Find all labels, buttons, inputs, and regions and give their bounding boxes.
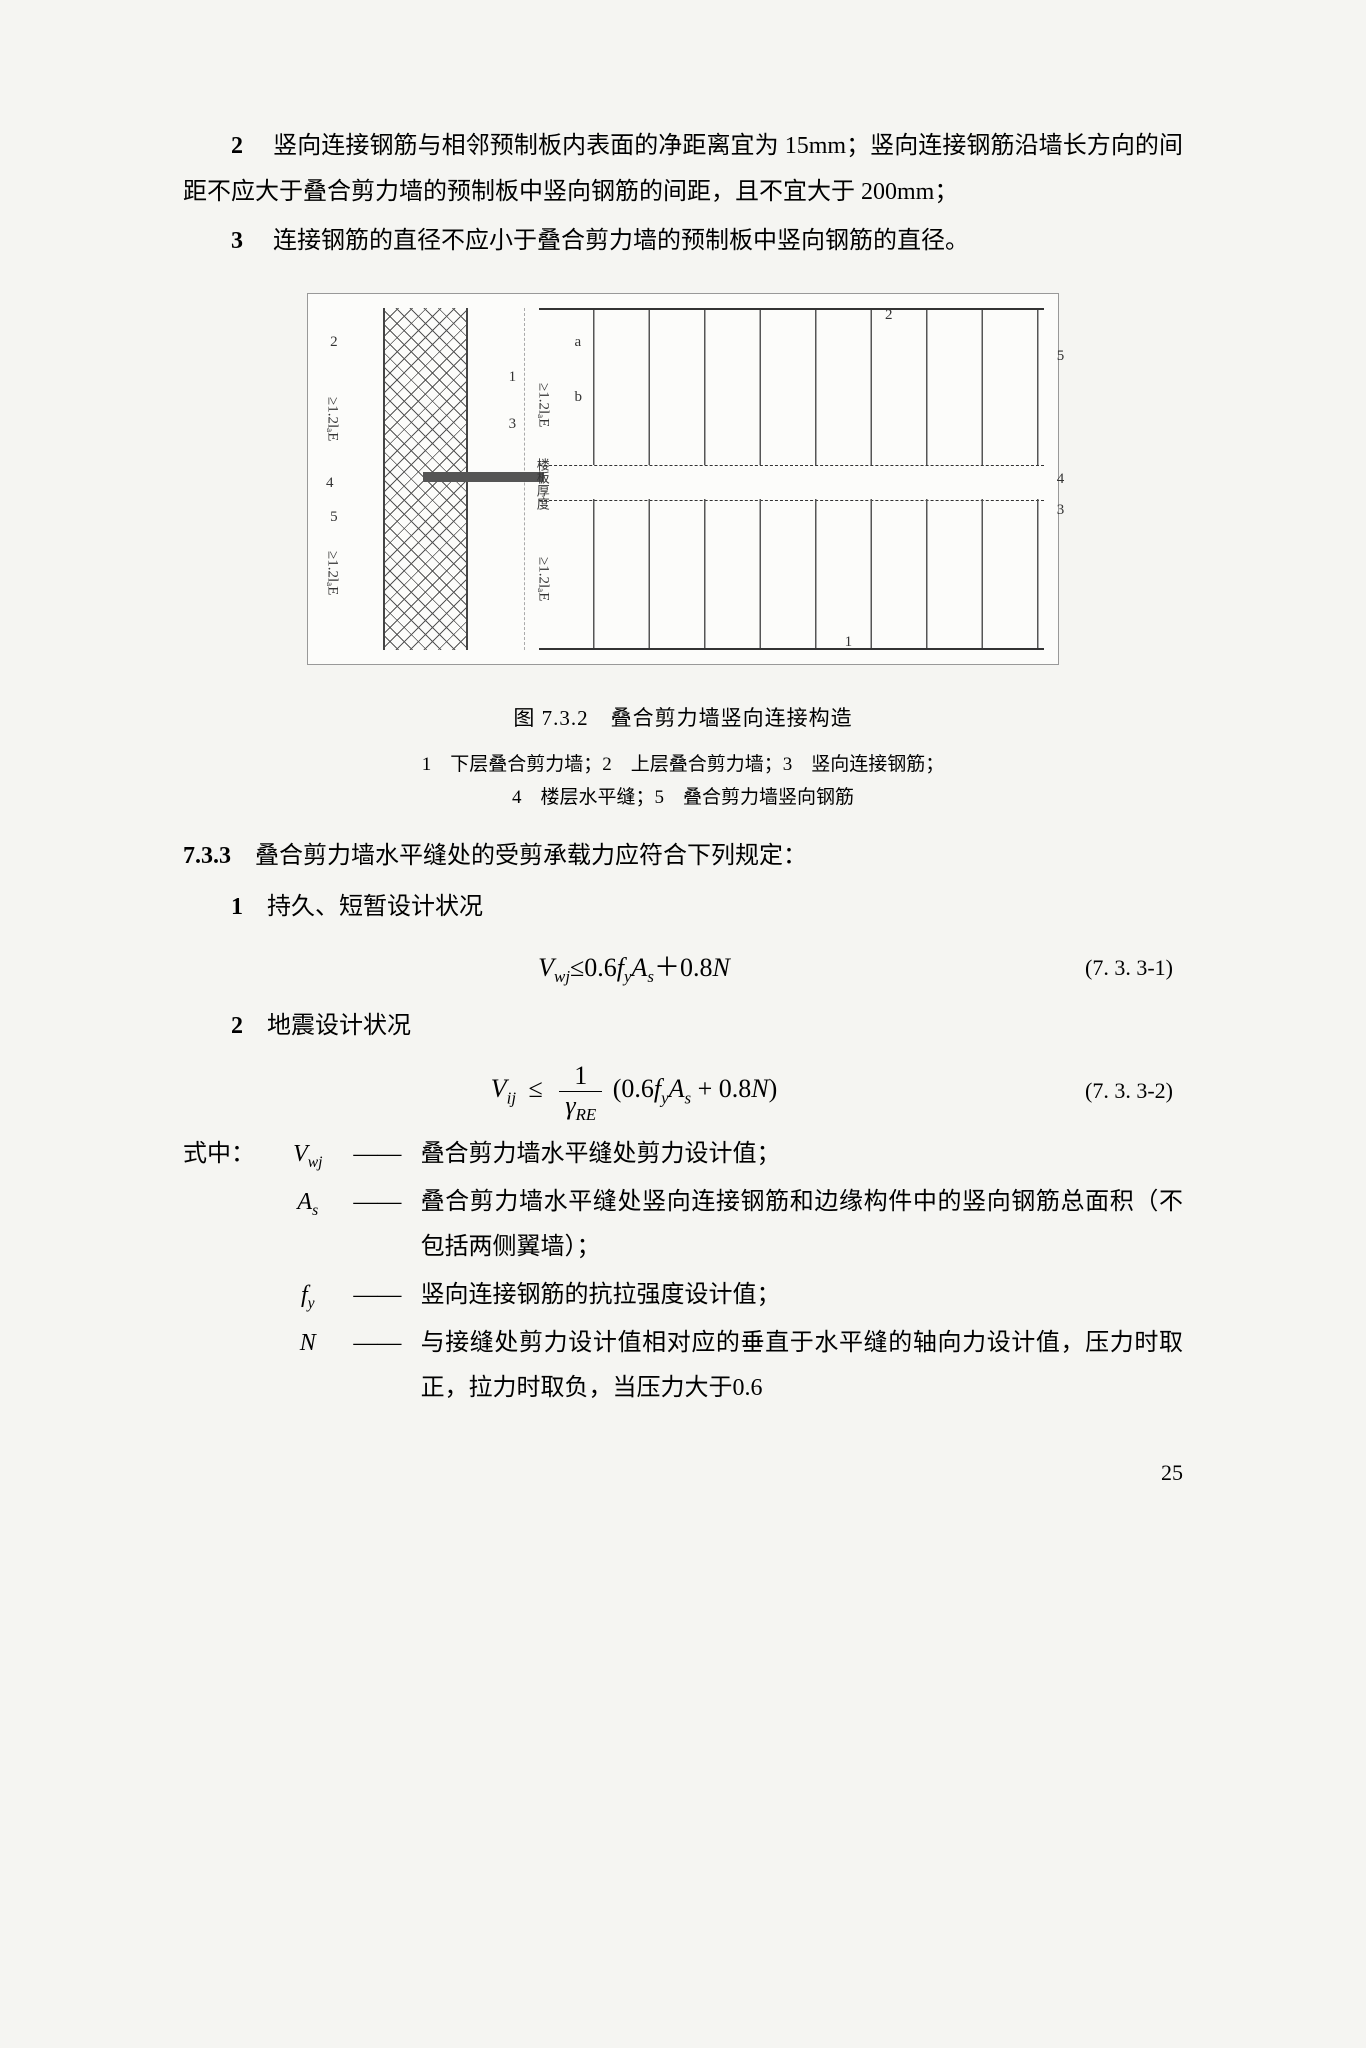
definition-row: As —— 叠合剪力墙水平缝处竖向连接钢筋和边缘构件中的竖向钢筋总面积（不包括两… [183,1180,1183,1271]
subitem-2: 2 地震设计状况 [183,1004,1183,1050]
equation-tag-1: (7. 3. 3-1) [1085,947,1173,989]
equation-tag-2: (7. 3. 3-2) [1085,1070,1173,1112]
figure-7-3-2: 2 1 3 4 5 ≥1.2lₐE ≥1.2lₐE 2 5 4 3 1 a b … [183,293,1183,814]
definition-list: 式中： Vwj —— 叠合剪力墙水平缝处剪力设计值； As —— 叠合剪力墙水平… [183,1132,1183,1412]
item-2-text: 竖向连接钢筋与相邻预制板内表面的净距离宜为 15mm；竖向连接钢筋沿墙长方向的间… [183,133,1183,205]
figure-diagram: 2 1 3 4 5 ≥1.2lₐE ≥1.2lₐE 2 5 4 3 1 a b … [307,293,1059,665]
page-number: 25 [183,1452,1183,1494]
item-2-paragraph: 2 竖向连接钢筋与相邻预制板内表面的净距离宜为 15mm；竖向连接钢筋沿墙长方向… [183,124,1183,215]
item-3-number: 3 [231,228,243,254]
section-7-3-3: 7.3.3 叠合剪力墙水平缝处的受剪承载力应符合下列规定： [183,834,1183,880]
item-3-paragraph: 3 连接钢筋的直径不应小于叠合剪力墙的预制板中竖向钢筋的直径。 [183,219,1183,265]
item-2-number: 2 [231,133,243,159]
definition-row: fy —— 竖向连接钢筋的抗拉强度设计值； [183,1273,1183,1319]
definition-row: N —— 与接缝处剪力设计值相对应的垂直于水平缝的轴向力设计值，压力时取正，拉力… [183,1321,1183,1412]
figure-caption: 图 7.3.2 叠合剪力墙竖向连接构造 [183,699,1183,739]
equation-7-3-3-1: Vwj≤0.6fyAs＋0.8N (7. 3. 3-1) [183,943,1183,992]
equation-7-3-3-2: Vij ≤ 1 γRE (0.6fyAs + 0.8N) (7. 3. 3-2) [183,1062,1183,1120]
definition-row: 式中： Vwj —— 叠合剪力墙水平缝处剪力设计值； [183,1132,1183,1178]
figure-elevation-view: 2 5 4 3 1 a b ≥1.2lₐE 楼板厚度 ≥1.2lₐE [539,308,1044,650]
item-3-text: 连接钢筋的直径不应小于叠合剪力墙的预制板中竖向钢筋的直径。 [273,228,969,254]
subitem-1: 1 持久、短暂设计状况 [183,885,1183,931]
figure-legend: 1 下层叠合剪力墙；2 上层叠合剪力墙；3 竖向连接钢筋； 4 楼层水平缝；5 … [183,749,1183,814]
figure-section-view: 2 1 3 4 5 ≥1.2lₐE ≥1.2lₐE [322,308,525,650]
